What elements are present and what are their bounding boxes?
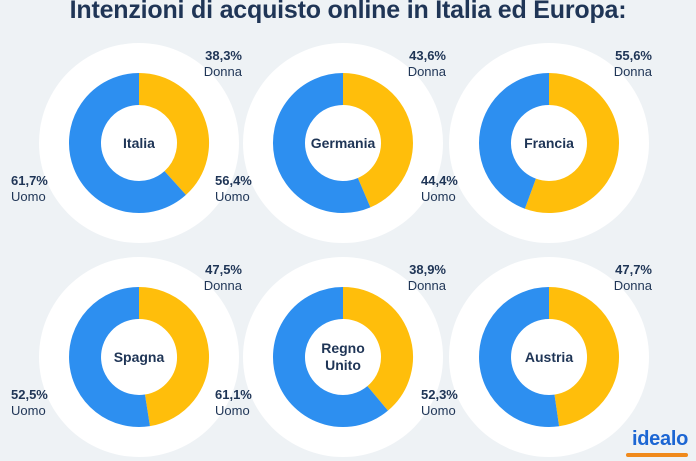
country-label: Regno Unito [321,340,365,373]
donna-value: 47,5% [205,262,242,277]
uomo-category: Uomo [421,189,456,204]
donut-chart-panel: Regno Unito 38,9% Donna 61,1% Uomo [215,257,446,457]
country-label: Germania [310,134,376,151]
uomo-category: Uomo [421,403,456,418]
donut-chart-panel: Francia 55,6% Donna 44,4% Uomo [421,43,652,243]
donut-slice-uomo [69,73,186,213]
uomo-category: Uomo [11,189,46,204]
donna-category: Donna [203,278,242,293]
donut-chart-panel: Spagna 47,5% Donna 52,5% Uomo [11,257,242,457]
uomo-data-label: 61,7% Uomo [11,173,81,205]
donut-chart-panel: Italia 38,3% Donna 61,7% Uomo [11,43,242,243]
donut-background-circle [39,43,239,243]
donut-slice-donna [548,287,620,427]
donut-chart-svg [39,43,239,243]
country-label: Italia [123,134,155,151]
donna-category: Donna [613,278,652,293]
donut-background-circle [243,257,443,457]
donut-chart-svg [243,43,443,243]
donut-slice-uomo [479,73,550,209]
uomo-data-label: 52,5% Uomo [11,387,81,419]
chart-title: Intenzioni di acquisto online in Italia … [69,0,627,24]
donna-category: Donna [407,64,446,79]
uomo-category: Uomo [215,403,250,418]
donut-chart-svg [243,257,443,457]
uomo-category: Uomo [11,403,46,418]
donut-background-circle [39,257,239,457]
uomo-category: Uomo [215,189,250,204]
donut-background-circle [449,257,649,457]
donna-data-label: 38,9% Donna [368,262,446,294]
uomo-value: 52,5% [11,387,48,402]
logo-underline [626,453,688,457]
donut-slice-donna [524,73,619,213]
donna-category: Donna [203,64,242,79]
uomo-value: 56,4% [215,173,252,188]
donut-chart-svg [449,257,649,457]
donut-chart-panel: Austria 47,7% Donna 52,3% Uomo [421,257,652,457]
donut-slice-uomo [273,287,388,427]
uomo-data-label: 44,4% Uomo [421,173,491,205]
donna-value: 55,6% [615,48,652,63]
uomo-data-label: 52,3% Uomo [421,387,491,419]
country-label: Spagna [113,348,165,365]
country-label: Austria [524,348,574,365]
uomo-value: 44,4% [421,173,458,188]
donna-data-label: 47,7% Donna [574,262,652,294]
uomo-value: 61,1% [215,387,252,402]
donna-data-label: 43,6% Donna [368,48,446,80]
donut-background-circle [449,43,649,243]
donut-chart-svg [39,257,239,457]
donna-data-label: 47,5% Donna [164,262,242,294]
donut-slice-uomo [69,287,150,427]
donna-value: 38,9% [409,262,446,277]
donna-category: Donna [407,278,446,293]
idealo-logo: idealo [632,428,688,450]
donut-chart-panel: Germania 43,6% Donna 56,4% Uomo [215,43,446,243]
country-label: Francia [524,134,574,151]
uomo-value: 52,3% [421,387,458,402]
donut-slice-donna [342,287,413,411]
donna-value: 38,3% [205,48,242,63]
donut-background-circle [243,43,443,243]
uomo-data-label: 61,1% Uomo [215,387,285,419]
donna-data-label: 55,6% Donna [574,48,652,80]
donna-value: 47,7% [615,262,652,277]
donna-value: 43,6% [409,48,446,63]
donna-category: Donna [613,64,652,79]
donut-slice-uomo [479,287,560,427]
donna-data-label: 38,3% Donna [164,48,242,80]
donut-slice-donna [342,73,413,208]
donut-slice-donna [138,287,210,427]
uomo-value: 61,7% [11,173,48,188]
uomo-data-label: 56,4% Uomo [215,173,285,205]
donut-slice-donna [138,73,209,195]
donut-chart-svg [449,43,649,243]
donut-slice-uomo [273,73,371,213]
